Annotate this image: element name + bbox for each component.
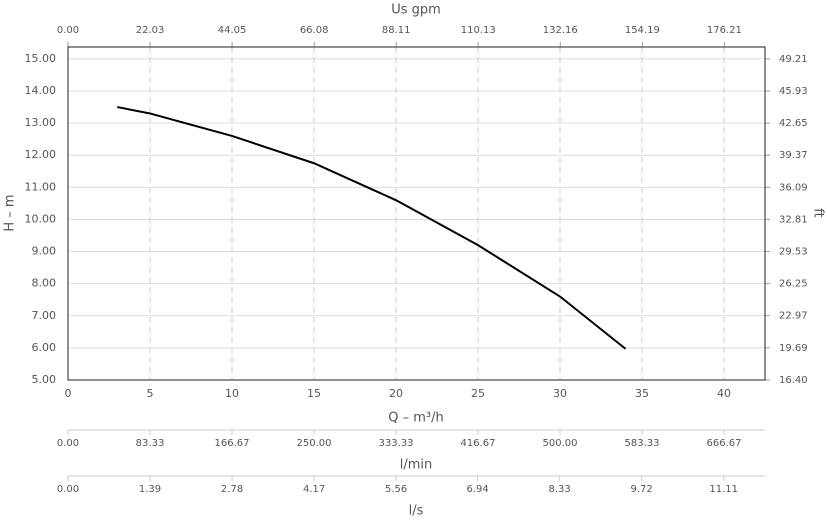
extra-tick-label: 250.00 (297, 438, 332, 449)
top-tick-label: 0.00 (57, 25, 79, 36)
x-tick-label: 20 (389, 387, 403, 400)
x-axis-title: Q – m³/h (388, 411, 444, 426)
extra-tick-label: 4.17 (303, 484, 325, 495)
extra-tick-label: 416.67 (461, 438, 496, 449)
y-tick-label: 13.00 (25, 116, 57, 129)
y2-tick-label: 19.69 (779, 343, 808, 354)
x-tick-label: 0 (65, 387, 72, 400)
extra-tick-label: 333.33 (378, 438, 413, 449)
y-tick-label: 6.00 (32, 341, 57, 354)
y-tick-label: 15.00 (25, 52, 57, 65)
y2-tick-label: 36.09 (779, 182, 808, 193)
extra-axis-title: l/min (400, 458, 433, 473)
y-tick-label: 8.00 (32, 277, 57, 290)
top-axis-title: Us gpm (391, 3, 441, 18)
y2-tick-label: 49.21 (779, 54, 808, 65)
y-axis-title: H – m (3, 194, 18, 231)
top-tick-label: 154.19 (625, 25, 660, 36)
y-tick-label: 7.00 (32, 309, 57, 322)
extra-tick-label: 583.33 (624, 438, 659, 449)
y-tick-label: 10.00 (25, 212, 57, 225)
top-tick-label: 66.08 (300, 25, 329, 36)
extra-tick-label: 83.33 (136, 438, 165, 449)
extra-tick-label: 5.56 (385, 484, 407, 495)
y2-tick-label: 16.40 (779, 375, 808, 386)
y-tick-label: 5.00 (32, 373, 57, 386)
y2-tick-label: 42.65 (779, 118, 808, 129)
extra-tick-label: 0.00 (57, 484, 79, 495)
plot-frame (67, 46, 766, 381)
y2-tick-label: 26.25 (779, 279, 808, 290)
extra-tick-label: 500.00 (543, 438, 578, 449)
extra-tick-label: 1.39 (139, 484, 161, 495)
x-tick-label: 5 (147, 387, 154, 400)
x-tick-label: 40 (717, 387, 731, 400)
x-tick-label: 15 (307, 387, 321, 400)
y2-tick-label: 22.97 (779, 311, 808, 322)
extra-tick-label: 666.67 (707, 438, 742, 449)
y2-tick-label: 39.37 (779, 150, 808, 161)
y2-axis-title: ft (811, 208, 826, 217)
x-tick-label: 35 (635, 387, 649, 400)
extra-tick-label: 2.78 (221, 484, 243, 495)
y2-tick-label: 32.81 (779, 214, 808, 225)
pump-curve (117, 106, 627, 350)
y-tick-label: 11.00 (25, 180, 57, 193)
y2-tick-label: 29.53 (779, 247, 808, 258)
top-tick-label: 132.16 (543, 25, 578, 36)
extra-tick-label: 9.72 (631, 484, 653, 495)
extra-tick-label: 6.94 (466, 484, 488, 495)
x-tick-label: 25 (471, 387, 485, 400)
x-tick-label: 10 (225, 387, 239, 400)
top-tick-label: 44.05 (218, 25, 247, 36)
y2-tick-label: 45.93 (779, 86, 808, 97)
extra-tick-label: 166.67 (215, 438, 250, 449)
x-tick-label: 30 (553, 387, 567, 400)
top-tick-label: 22.03 (136, 25, 165, 36)
extra-tick-label: 11.11 (709, 484, 738, 495)
y-tick-label: 12.00 (25, 148, 57, 161)
y-tick-label: 14.00 (25, 84, 57, 97)
top-tick-label: 110.13 (461, 25, 496, 36)
extra-axis-title: l/s (409, 504, 424, 519)
top-tick-label: 88.11 (382, 25, 411, 36)
extra-tick-label: 0.00 (57, 438, 79, 449)
top-tick-label: 176.21 (707, 25, 742, 36)
extra-tick-label: 8.33 (548, 484, 570, 495)
y-tick-label: 9.00 (32, 245, 57, 258)
